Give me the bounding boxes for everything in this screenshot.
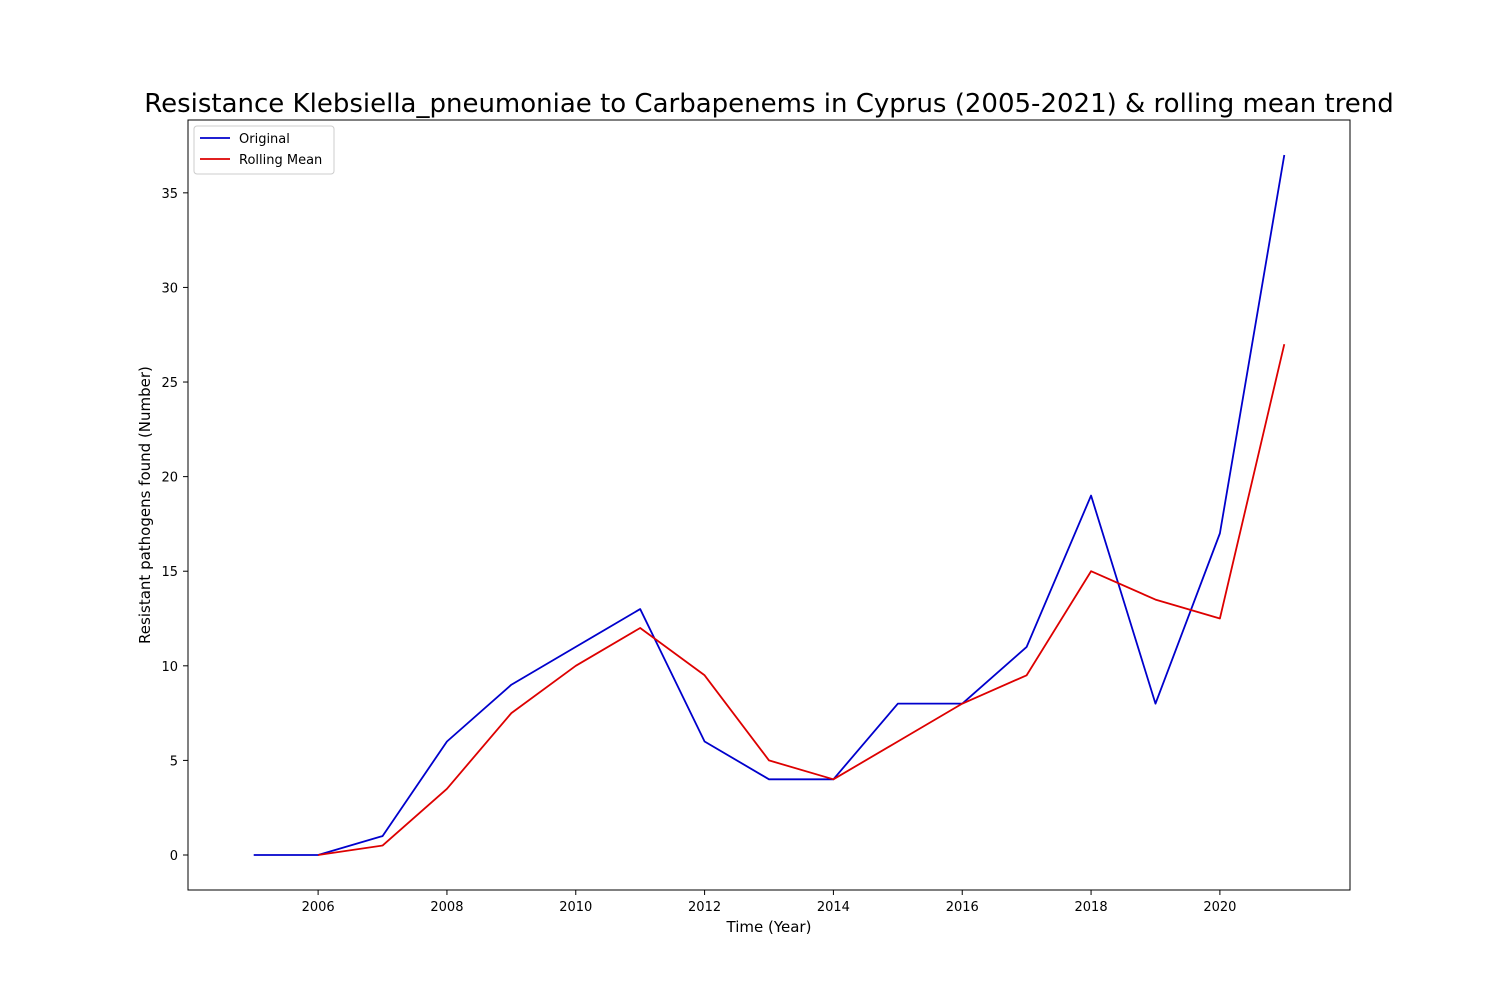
x-tick-label: 2006: [302, 900, 335, 915]
legend-label: Original: [239, 132, 290, 147]
y-tick-label: 0: [170, 849, 178, 864]
x-tick-label: 2020: [1203, 900, 1236, 915]
y-tick-label: 5: [170, 754, 178, 769]
x-tick-label: 2016: [946, 900, 979, 915]
x-tick-label: 2012: [688, 900, 721, 915]
plot-frame: [187, 119, 1351, 891]
y-tick-label: 20: [161, 471, 178, 486]
chart-title: Resistance Klebsiella_pneumoniae to Carb…: [144, 89, 1394, 119]
x-axis-label: Time (Year): [726, 918, 812, 936]
y-tick-label: 25: [161, 376, 178, 391]
y-axis: 0 5 10 15 20 25 30 35: [161, 187, 188, 864]
y-tick-label: 15: [161, 565, 178, 580]
x-tick-label: 2018: [1075, 900, 1108, 915]
series-line-0: [253, 154, 1286, 856]
x-axis: 2006 2008 2010 2012 2014 2016 2018 2020: [302, 890, 1236, 915]
x-tick-label: 2008: [430, 900, 463, 915]
x-tick-label: 2014: [817, 900, 850, 915]
legend-label: Rolling Mean: [239, 153, 322, 168]
y-tick-label: 10: [161, 660, 178, 675]
legend: Original Rolling Mean: [193, 125, 335, 175]
series-line-1: [317, 343, 1286, 856]
y-tick-label: 30: [161, 281, 178, 296]
y-tick-label: 35: [161, 187, 178, 202]
y-axis-label: Resistant pathogens found (Number): [136, 366, 154, 644]
x-tick-label: 2010: [559, 900, 592, 915]
